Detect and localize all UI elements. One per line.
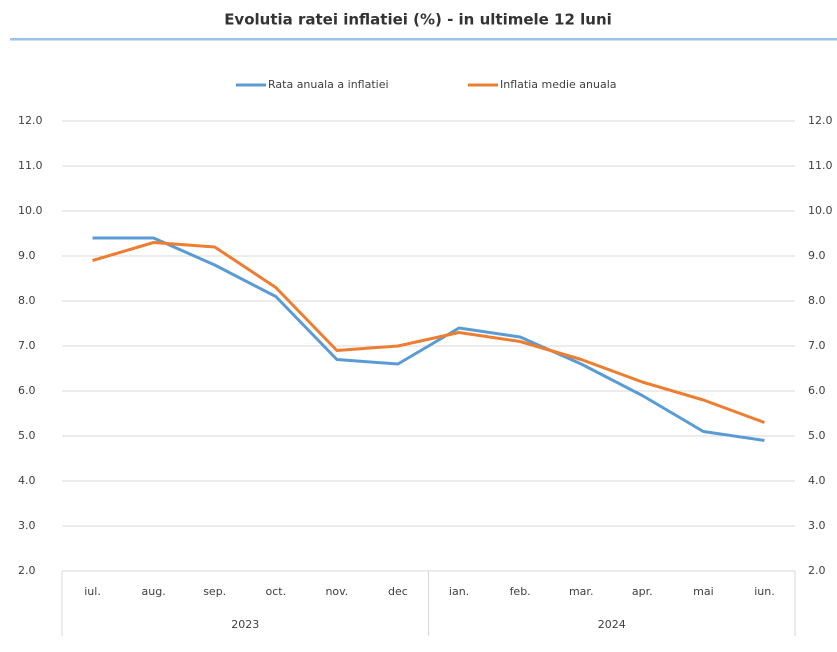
legend-label: Rata anuala a inflatiei [268,78,389,91]
x-tick-label: iun. [754,585,775,598]
y2-tick-label: 12.0 [808,114,833,127]
x-tick-label: apr. [632,585,653,598]
legend-label: Inflatia medie anuala [500,78,617,91]
x-tick-label: sep. [203,585,226,598]
x-tick-label: aug. [142,585,166,598]
y-tick-label: 8.0 [18,294,36,307]
y2-tick-label: 8.0 [808,294,826,307]
x-tick-label: ian. [449,585,469,598]
y-tick-label: 5.0 [18,429,36,442]
y-tick-label: 2.0 [18,564,36,577]
y2-tick-label: 11.0 [808,159,833,172]
y2-tick-label: 9.0 [808,249,826,262]
series-line [92,241,765,424]
y2-tick-label: 6.0 [808,384,826,397]
y-tick-label: 11.0 [18,159,43,172]
y2-tick-label: 2.0 [808,564,826,577]
y2-tick-label: 10.0 [808,204,833,217]
group-label: 2024 [598,618,626,631]
y-tick-label: 7.0 [18,339,36,352]
y2-tick-label: 3.0 [808,519,826,532]
y-tick-label: 9.0 [18,249,36,262]
x-tick-label: mar. [569,585,593,598]
x-tick-label: dec [388,585,408,598]
x-tick-label: feb. [510,585,531,598]
y-tick-label: 4.0 [18,474,36,487]
y2-tick-label: 7.0 [808,339,826,352]
title-underline [10,38,837,41]
chart-title: Evolutia ratei inflatiei (%) - in ultime… [224,11,612,29]
x-tick-label: mai [693,585,714,598]
group-label: 2023 [231,618,259,631]
series-line [92,236,765,442]
x-tick-label: iul. [84,585,101,598]
y-tick-label: 12.0 [18,114,43,127]
y-tick-label: 6.0 [18,384,36,397]
x-tick-label: oct. [265,585,286,598]
y-tick-label: 3.0 [18,519,36,532]
y-tick-label: 10.0 [18,204,43,217]
x-tick-label: nov. [325,585,348,598]
y2-tick-label: 4.0 [808,474,826,487]
y2-tick-label: 5.0 [808,429,826,442]
